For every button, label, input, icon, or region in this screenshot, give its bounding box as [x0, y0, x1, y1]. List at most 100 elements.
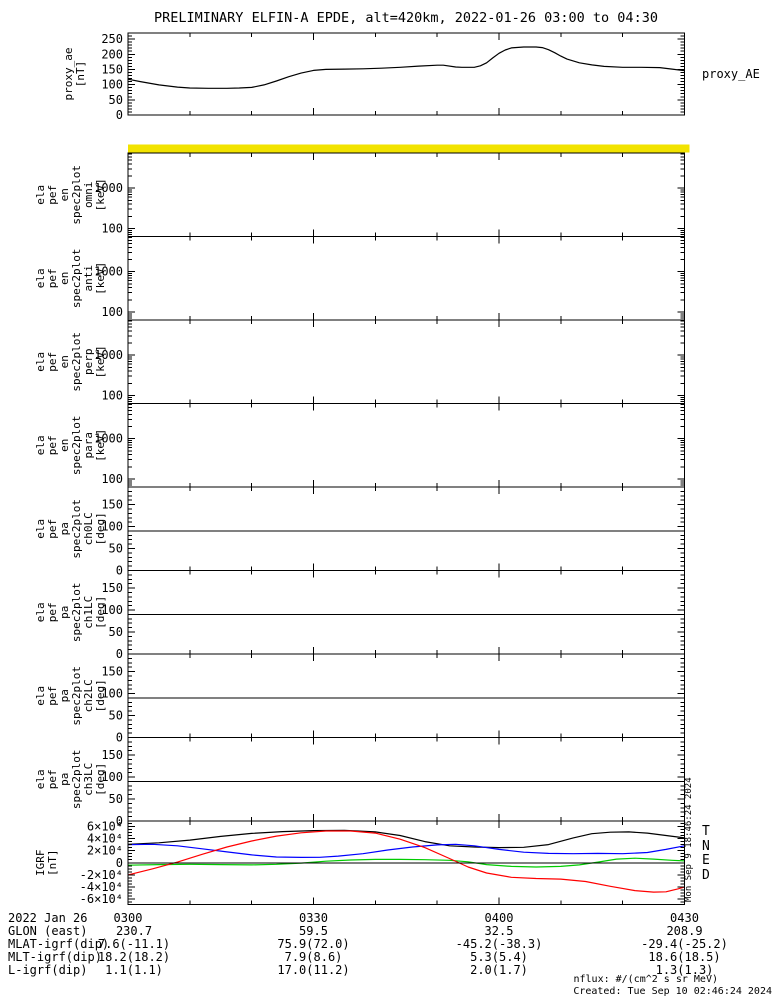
ela_pef_pa_spec2plot_ch1LC-ylabel-line: spec2plot	[70, 582, 83, 642]
igrf-ytick-label: 0	[116, 856, 123, 870]
ela_pef_pa_spec2plot_ch3LC-ylabel-line: pa	[58, 773, 71, 786]
proxy_ae-ytick-label: 150	[101, 62, 123, 76]
ela_pef_en_spec2plot_perp-ylabel-line: pef	[46, 352, 59, 372]
ela_pef_en_spec2plot_anti-ylabel-line: [keV]	[94, 262, 107, 295]
time-tick-label: 0300	[114, 911, 143, 925]
ela_pef_en_spec2plot_anti-ytick-label: 1000	[94, 265, 123, 279]
ela_pef_en_spec2plot_omni-ytick-label: 1000	[94, 181, 123, 195]
ela_pef_en_spec2plot_anti-ylabel-line: pef	[46, 268, 59, 288]
ela_pef_en_spec2plot_anti-ylabel-line: en	[58, 272, 71, 285]
ela_pef_pa_spec2plot_ch3LC-ylabel-line: pef	[46, 769, 59, 789]
ela_pef_en_spec2plot_anti-ylabel-line: spec2plot	[70, 248, 83, 308]
igrf-ytick-label: -4×10⁴	[80, 880, 123, 894]
ela_pef_pa_spec2plot_ch0LC-ylabel-line: pa	[58, 522, 71, 535]
side-timestamp: Mon Sep 9 18:46:24 2024	[684, 777, 694, 902]
ela_pef_en_spec2plot_omni-ylabel-line: ela	[34, 185, 47, 205]
ela_pef_en_spec2plot_perp-ytick-label: 1000	[94, 348, 123, 362]
ela_pef_pa_spec2plot_ch3LC-ylabel-line: ch3LC	[82, 763, 95, 796]
footer-value: 2.0(1.7)	[470, 963, 528, 977]
ela_pef_en_spec2plot_perp-ytick-label: 100	[101, 388, 123, 402]
footer-value: 75.9(72.0)	[277, 937, 349, 951]
ela_pef_pa_spec2plot_ch3LC-ytick-label: 150	[101, 748, 123, 762]
proxy_ae-ytick-label: 50	[109, 93, 123, 107]
ela_pef_pa_spec2plot_ch1LC-ytick-label: 150	[101, 581, 123, 595]
ela_pef_pa_spec2plot_ch1LC-ytick-label: 100	[101, 603, 123, 617]
ela_pef_en_spec2plot_para-ylabel-line: spec2plot	[70, 415, 83, 475]
ela_pef_en_spec2plot_perp-ylabel-line: perp	[82, 349, 95, 376]
ela_pef_pa_spec2plot_ch0LC-ytick-label: 100	[101, 520, 123, 534]
date-label: 2022 Jan 26	[8, 911, 87, 925]
ela_pef_pa_spec2plot_ch2LC-ylabel-line: [deg]	[94, 679, 107, 712]
ela_pef_en_spec2plot_omni-ylabel-line: spec2plot	[70, 165, 83, 225]
ela_pef_en_spec2plot_para-ylabel-line: ela	[34, 435, 47, 455]
ela_pef_pa_spec2plot_ch3LC-ylabel-line: spec2plot	[70, 749, 83, 809]
ela_pef_pa_spec2plot_ch3LC-ytick-label: 0	[116, 814, 123, 828]
ela_pef_pa_spec2plot_ch1LC-ylabel-line: pa	[58, 606, 71, 619]
time-tick-label: 0330	[299, 911, 328, 925]
ela_pef_en_spec2plot_perp-ylabel-line: en	[58, 355, 71, 368]
ela_pef_pa_spec2plot_ch1LC-ylabel-line: [deg]	[94, 596, 107, 629]
ela_pef_en_spec2plot_anti-ytick-label: 100	[101, 305, 123, 319]
footer-value: 32.5	[485, 924, 514, 938]
footer-value: 59.5	[299, 924, 328, 938]
igrf-trace-D	[127, 830, 685, 893]
footer-value: 17.0(11.2)	[277, 963, 349, 977]
igrf-ylabel-line: IGRF	[34, 850, 47, 877]
footer-value: -45.2(-38.3)	[456, 937, 543, 951]
igrf-ytick-label: 2×10⁴	[87, 844, 123, 858]
ela_pef_pa_spec2plot_ch1LC-ylabel-line: pef	[46, 602, 59, 622]
igrf-trace-N	[127, 843, 685, 859]
ela_pef_pa_spec2plot_ch0LC-ylabel-line: spec2plot	[70, 499, 83, 559]
igrf-legend-entry-D: D	[702, 868, 710, 883]
ela_pef_en_spec2plot_para-ytick-label: 1000	[94, 432, 123, 446]
footer-value: 18.2(18.2)	[98, 950, 170, 964]
chart-title: PRELIMINARY ELFIN-A EPDE, alt=420km, 202…	[154, 10, 658, 26]
proxy_ae-trace-proxy_ae	[127, 46, 685, 89]
igrf-ytick-label: -6×10⁴	[80, 892, 123, 906]
ela_pef_pa_spec2plot_ch0LC-ytick-label: 150	[101, 498, 123, 512]
ela_pef_pa_spec2plot_ch2LC-ylabel-line: spec2plot	[70, 666, 83, 726]
ela_pef_pa_spec2plot_ch3LC-ylabel-line: ela	[34, 769, 47, 789]
ela_pef_pa_spec2plot_ch2LC-ytick-label: 0	[116, 731, 123, 745]
ela_pef_pa_spec2plot_ch3LC-ylabel-line: [deg]	[94, 763, 107, 796]
ela_pef_pa_spec2plot_ch0LC-ylabel-line: ela	[34, 519, 47, 539]
igrf-legend-entry-T: T	[702, 824, 710, 839]
igrf-trace-T	[127, 829, 685, 849]
ela_pef_pa_spec2plot_ch1LC-ytick-label: 50	[109, 625, 123, 639]
footer-row-label: MLT-igrf(dip)	[8, 950, 102, 964]
ela_pef_pa_spec2plot_ch0LC-ylabel-line: ch0LC	[82, 512, 95, 545]
footer-value: 18.6(18.5)	[648, 950, 720, 964]
footer-value: 208.9	[666, 924, 702, 938]
footer-value: 230.7	[116, 924, 152, 938]
ela_pef_pa_spec2plot_ch1LC-ylabel-line: ela	[34, 602, 47, 622]
footer-value: 7.9(8.6)	[285, 950, 343, 964]
ela_pef_en_spec2plot_anti-ylabel-line: anti	[82, 265, 95, 292]
footer-value: 5.3(5.4)	[470, 950, 528, 964]
ela_pef_en_spec2plot_omni-ylabel-line: pef	[46, 185, 59, 205]
ela_pef_pa_spec2plot_ch0LC-ylabel-line: [deg]	[94, 512, 107, 545]
proxy_ae-ytick-label: 100	[101, 78, 123, 92]
footer-value: 1.3(1.3)	[656, 963, 714, 977]
ela_pef_en_spec2plot_omni-ytick-label: 100	[101, 221, 123, 235]
ela_pef_pa_spec2plot_ch1LC-ytick-label: 0	[116, 647, 123, 661]
time-tick-label: 0400	[485, 911, 514, 925]
igrf-ytick-label: 4×10⁴	[87, 832, 123, 846]
proxy_ae-ylabel-line: proxy_ae	[62, 48, 75, 101]
ela_pef_pa_spec2plot_ch2LC-ytick-label: 150	[101, 665, 123, 679]
proxy_ae-ylabel-line: [nT]	[74, 61, 87, 88]
ela_pef_en_spec2plot_perp-ylabel-line: spec2plot	[70, 332, 83, 392]
footer-value: 7.6(-11.1)	[98, 937, 170, 951]
ela_pef_pa_spec2plot_ch3LC-ytick-label: 100	[101, 770, 123, 784]
proxy_ae-ytick-label: 200	[101, 47, 123, 61]
created-note: Created: Tue Sep 10 02:46:24 2024	[573, 986, 772, 997]
ela_pef_pa_spec2plot_ch2LC-ytick-label: 50	[109, 709, 123, 723]
ela_pef_en_spec2plot_perp-ylabel-line: ela	[34, 352, 47, 372]
ela_pef_pa_spec2plot_ch0LC-ytick-label: 50	[109, 542, 123, 556]
proxy_ae-right-label: proxy_AE	[702, 67, 760, 81]
footer-row-label: L-igrf(dip)	[8, 963, 87, 977]
ela_pef_en_spec2plot_omni-ylabel-line: omni	[82, 182, 95, 209]
nflux-units-note: nflux: #/(cm^2 s sr MeV)	[574, 974, 719, 985]
time-tick-label: 0430	[670, 911, 699, 925]
footer-value: -29.4(-25.2)	[641, 937, 728, 951]
